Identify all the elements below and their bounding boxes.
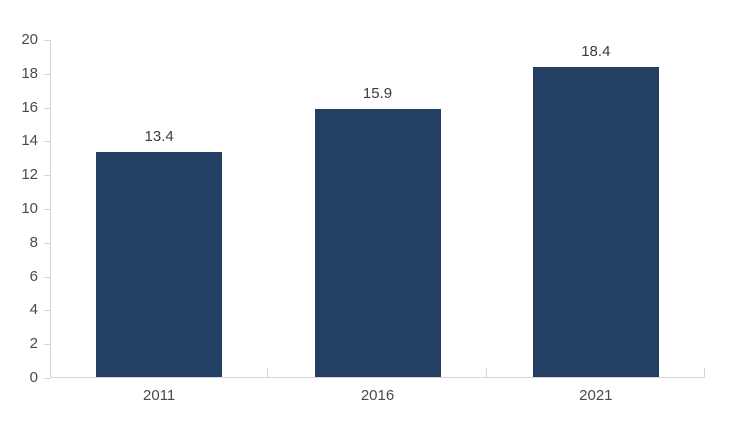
- bar-value-label: 18.4: [581, 43, 611, 61]
- y-axis-tick-mark: [44, 175, 50, 177]
- y-axis-tick-mark: [44, 107, 50, 109]
- x-axis-tick-mark: [267, 368, 269, 378]
- y-axis-tick-label: 12: [21, 166, 38, 184]
- plot-area: [50, 40, 705, 378]
- y-axis-tick-mark: [44, 310, 50, 312]
- y-axis-tick-label: 2: [29, 335, 38, 353]
- y-axis-tick-mark: [44, 209, 50, 210]
- y-axis-tick-label: 10: [21, 200, 38, 217]
- bar-value-label: 15.9: [362, 85, 393, 103]
- y-axis-tick-mark: [44, 40, 50, 41]
- x-axis-category-label: 2011: [143, 387, 176, 404]
- y-axis-tick-label: 0: [29, 369, 38, 386]
- y-axis-tick-mark: [44, 242, 50, 244]
- y-axis-tick-label: 14: [21, 132, 38, 150]
- x-axis-tick-mark: [704, 368, 705, 378]
- y-axis-tick-mark: [44, 344, 50, 346]
- bar: [96, 151, 223, 377]
- y-axis-tick-label: 18: [21, 64, 38, 82]
- y-axis-tick-label: 16: [21, 98, 38, 116]
- x-axis-category-label: 2021: [579, 387, 613, 404]
- y-axis-tick-label: 20: [21, 31, 38, 48]
- x-axis-tick-mark: [485, 368, 487, 378]
- y-axis-tick-mark: [44, 276, 50, 278]
- bar-value-label: 13.4: [144, 127, 174, 145]
- y-axis-tick-mark: [44, 141, 50, 143]
- y-axis-tick-mark: [44, 378, 50, 379]
- bar: [532, 67, 659, 377]
- y-axis-tick-label: 4: [29, 301, 38, 319]
- bar: [314, 109, 441, 377]
- y-axis-tick-label: 6: [29, 267, 38, 285]
- y-axis-tick-mark: [44, 73, 50, 75]
- x-axis-category-label: 2016: [360, 387, 395, 404]
- y-axis-tick-label: 8: [29, 233, 38, 251]
